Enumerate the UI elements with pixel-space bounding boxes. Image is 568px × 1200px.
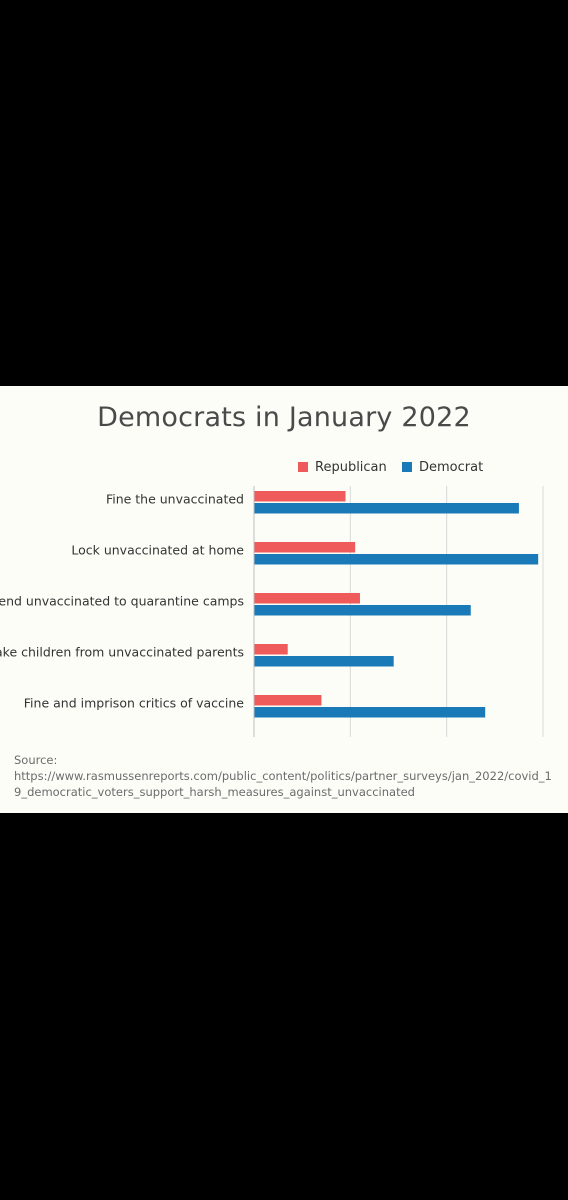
chart-card: Democrats in January 2022 Republican Dem… — [0, 386, 568, 813]
category-label: Fine and imprison critics of vaccine — [24, 696, 245, 711]
source-label: Source: — [14, 753, 58, 767]
bar-republican — [254, 695, 322, 706]
x-tick-label: 20% — [336, 743, 364, 746]
bar-chart-plot: 0% 20% 40% 60% Fine the unvaccinated Lock unv… — [0, 486, 557, 746]
legend-swatch-republican — [298, 462, 308, 472]
bar-republican — [254, 644, 288, 655]
bar-democrat — [254, 707, 486, 718]
chart-source: Source: https://www.rasmussenreports.com… — [14, 752, 559, 800]
bar-republican — [254, 491, 346, 502]
bar-republican — [254, 542, 356, 553]
legend-swatch-democrat — [402, 462, 412, 472]
x-tick-label: 0% — [244, 743, 264, 746]
x-tick-label: 40% — [433, 743, 461, 746]
category-label: Take children from unvaccinated parents — [0, 645, 244, 660]
category-label: Send unvaccinated to quarantine camps — [0, 594, 244, 609]
legend-label-democrat: Democrat — [419, 460, 484, 475]
bar-democrat — [254, 503, 519, 514]
legend-label-republican: Republican — [315, 460, 387, 475]
category-label: Fine the unvaccinated — [106, 492, 244, 507]
legend-item-republican: Republican — [298, 460, 387, 475]
bar-democrat — [254, 656, 394, 667]
source-url[interactable]: https://www.rasmussenreports.com/public_… — [14, 769, 552, 799]
bar-democrat — [254, 554, 539, 565]
x-tick-label: 60% — [529, 743, 557, 746]
bar-democrat — [254, 605, 471, 616]
category-label: Lock unvaccinated at home — [71, 543, 244, 558]
bar-republican — [254, 593, 360, 604]
legend-item-democrat: Democrat — [402, 460, 483, 475]
chart-title: Democrats in January 2022 — [97, 402, 471, 433]
